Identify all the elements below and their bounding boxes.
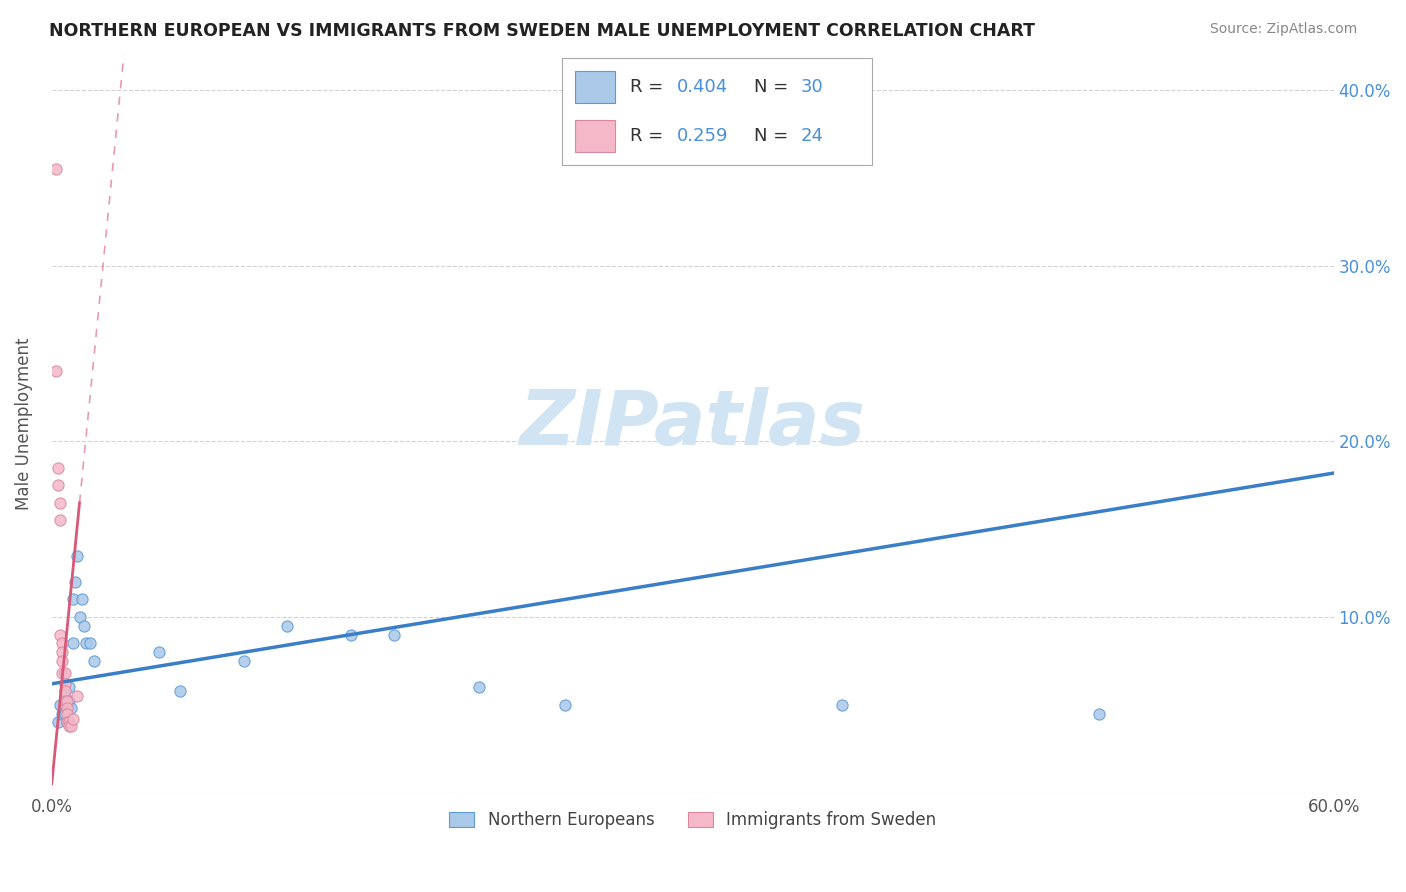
Point [73,619,96,633]
Point [62,636,84,650]
Point [69,610,91,624]
Point [169,683,191,698]
Text: 24: 24 [800,128,824,145]
Point [49,698,72,712]
Point [65,574,87,589]
Point [58,719,80,733]
Point [340,627,363,641]
Text: N =: N = [754,128,794,145]
Bar [575,70,614,103]
Point [53,694,76,708]
Point [831,698,853,712]
Text: Source: ZipAtlas.com: Source: ZipAtlas.com [1209,22,1357,37]
Point [51,636,73,650]
Point [58,715,80,730]
Point [46,715,69,730]
Point [59,701,82,715]
Point [75,636,97,650]
Point [59,719,82,733]
Point [55,706,77,721]
Point [58,681,80,695]
Point [53,666,76,681]
Point [49,513,72,527]
Point [51,666,73,681]
Point [58,694,80,708]
Point [49,627,72,641]
Text: 0.404: 0.404 [676,78,728,95]
Point [62,592,84,607]
Point [53,677,76,691]
Point [66,549,89,563]
Point [55,715,77,730]
Point [276,619,298,633]
Point [45,162,67,177]
Point [49,496,72,510]
Point [55,701,77,715]
Point [148,645,170,659]
Text: R =: R = [630,78,669,95]
Text: ZIPatlas: ZIPatlas [520,387,866,461]
Point [46,478,69,492]
Point [55,715,77,730]
Point [62,712,84,726]
Point [51,706,73,721]
Point [79,636,101,650]
Point [1087,706,1109,721]
Y-axis label: Male Unemployment: Male Unemployment [15,338,32,510]
Point [83,654,105,668]
Point [553,698,575,712]
Point [46,460,69,475]
Point [66,689,89,703]
Point [53,683,76,698]
Text: R =: R = [630,128,669,145]
Bar [575,120,614,153]
Legend: Northern Europeans, Immigrants from Sweden: Northern Europeans, Immigrants from Swed… [443,805,943,836]
Point [45,364,67,378]
Text: 30: 30 [800,78,824,95]
Point [233,654,256,668]
Text: 0.259: 0.259 [676,128,728,145]
Point [53,706,76,721]
Point [53,683,76,698]
Point [51,654,73,668]
Point [468,681,491,695]
Text: N =: N = [754,78,794,95]
Point [55,694,77,708]
Point [55,694,77,708]
Point [51,645,73,659]
Point [70,592,93,607]
Text: NORTHERN EUROPEAN VS IMMIGRANTS FROM SWEDEN MALE UNEMPLOYMENT CORRELATION CHART: NORTHERN EUROPEAN VS IMMIGRANTS FROM SWE… [49,22,1035,40]
Point [382,627,405,641]
